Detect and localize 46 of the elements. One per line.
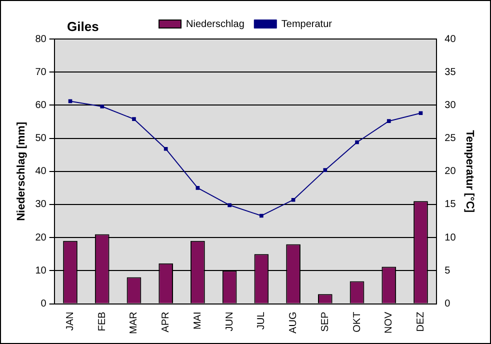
x-tick-label: DEZ <box>415 312 426 332</box>
y2-tick-label: 25 <box>444 133 456 144</box>
y-tick-label: 0 <box>40 298 47 310</box>
point <box>164 146 168 151</box>
y-tick-label: 50 <box>35 133 47 144</box>
y-axis-title: Niederschlag [mm] <box>16 122 28 221</box>
x-tick-label: JUN <box>224 312 236 332</box>
y2-tick-label: 5 <box>444 265 451 276</box>
point <box>132 117 136 122</box>
point <box>323 168 328 172</box>
x-tick-label: FEB <box>96 311 108 332</box>
y-tick-label: 10 <box>35 265 47 276</box>
y2-tick-label: 10 <box>444 232 456 244</box>
x-tick-label: SEP <box>320 311 331 332</box>
x-tick-label: JUL <box>256 311 268 330</box>
y2-axis-title: Temperatur [°C] <box>463 130 476 213</box>
x-tick-label: MAI <box>192 312 204 330</box>
x-tick-label: APR <box>160 312 172 332</box>
legend-label: Niederschlag <box>186 18 244 30</box>
y-tick-label: 60 <box>35 100 47 111</box>
point <box>386 119 391 123</box>
y-tick-label: 20 <box>35 232 47 244</box>
y-tick-label: 70 <box>35 66 47 78</box>
point <box>355 140 359 144</box>
y2-tick-label: 20 <box>444 166 456 178</box>
y2-tick-label: 40 <box>444 34 456 45</box>
y-tick-label: 80 <box>35 34 47 45</box>
chart-title: Giles <box>67 19 99 34</box>
y2-tick-label: 35 <box>444 66 456 78</box>
point <box>196 186 200 190</box>
x-tick-label: AUG <box>288 312 300 334</box>
y2-tick-label: 30 <box>444 100 456 111</box>
x-tick-label: NOV <box>384 311 395 334</box>
x-tick-label: JAN <box>65 312 76 331</box>
point <box>228 203 232 208</box>
y-tick-label: 40 <box>35 166 47 178</box>
point <box>260 214 264 218</box>
point <box>291 198 296 202</box>
y2-tick-label: 15 <box>444 199 456 210</box>
y2-tick-label: 0 <box>444 298 451 310</box>
point <box>418 111 423 116</box>
x-tick-label: MAR <box>128 312 140 334</box>
x-tick-label: OKT <box>352 312 363 332</box>
legend-label: Temperatur <box>281 18 333 30</box>
point <box>100 104 104 108</box>
y-tick-label: 30 <box>35 199 47 210</box>
